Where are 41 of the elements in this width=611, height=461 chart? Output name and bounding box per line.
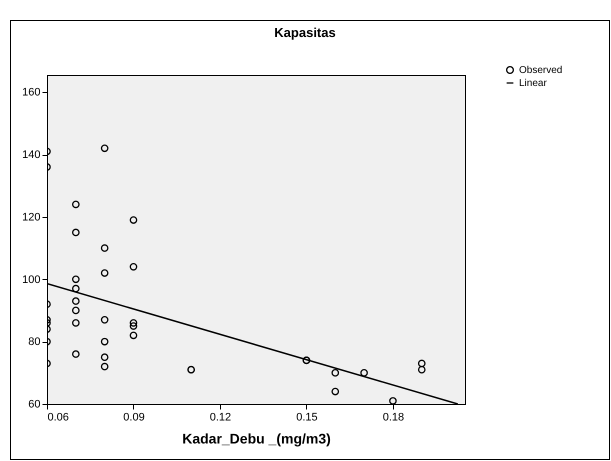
y-tick-label: 140 [22,149,40,162]
y-tick-label: 120 [22,211,40,224]
y-tick-label: 100 [22,274,40,286]
point [72,228,80,236]
x-tick-label: 0.15 [296,412,318,424]
point [389,397,397,404]
x-tick-label: 0.12 [210,412,232,424]
point [418,366,426,374]
y-tick-label: 160 [22,86,40,99]
x-axis-title: Kadar_Debu _(mg/m3) [182,430,331,446]
point [360,369,368,377]
point [72,275,80,284]
point [72,350,80,358]
point [130,262,138,271]
point [72,284,80,292]
point [100,269,108,277]
point [100,144,108,152]
y-tick-label: 60 [28,398,40,410]
point [418,360,426,368]
point [331,369,340,377]
point [130,322,138,330]
chart-title: Kapasitas [274,25,336,40]
y-tick-label: 80 [28,336,40,348]
point [72,200,80,208]
legend-label: Linear [519,78,548,89]
point [130,216,138,224]
point [100,353,108,362]
point [100,316,108,324]
legend-label: Observed [519,65,562,76]
point [72,306,80,314]
point [130,332,138,340]
point [100,338,108,346]
point [100,362,108,370]
point [72,297,80,305]
point [72,319,80,327]
x-tick-label: 0.09 [123,412,145,424]
x-tick-label: 0.18 [382,412,404,424]
point [100,244,108,252]
x-tick-label: 0.06 [48,412,69,424]
point [331,388,340,396]
point [130,319,138,327]
